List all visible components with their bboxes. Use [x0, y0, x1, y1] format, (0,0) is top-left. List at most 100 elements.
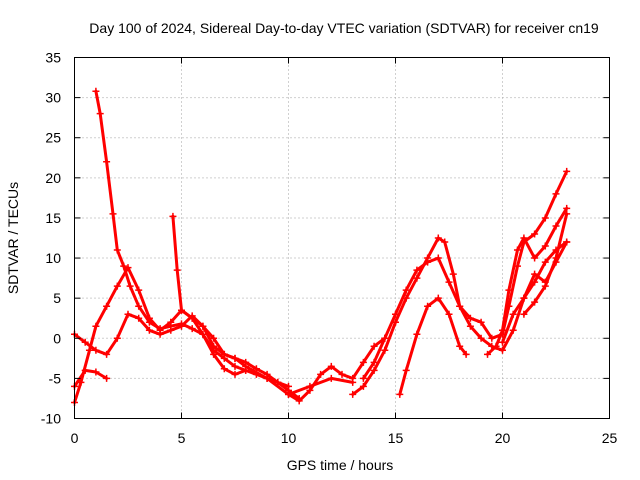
data-point	[96, 110, 104, 118]
data-point	[552, 190, 560, 198]
data-point	[541, 282, 549, 290]
data-point	[85, 346, 93, 354]
series-trace	[287, 336, 387, 403]
data-point	[396, 390, 404, 398]
axis-ticks	[74, 57, 610, 419]
data-point	[103, 158, 111, 166]
data-point	[338, 370, 346, 378]
data-point	[349, 390, 357, 398]
y-tick-label: 30	[45, 90, 61, 106]
data-point	[145, 326, 153, 334]
data-point	[349, 374, 357, 382]
data-point	[456, 302, 464, 310]
data-point	[488, 334, 496, 342]
series-track-12	[520, 210, 571, 318]
data-point	[449, 270, 457, 278]
data-point	[520, 234, 528, 242]
y-tick-label: -10	[41, 411, 61, 427]
data-point	[92, 87, 100, 95]
data-point	[413, 330, 421, 338]
data-point	[124, 310, 132, 318]
x-axis-label: GPS time / hours	[287, 457, 394, 473]
data-point	[113, 246, 121, 254]
data-point	[434, 254, 442, 262]
data-point	[220, 350, 228, 358]
series-track-10	[484, 204, 571, 358]
data-point	[169, 212, 177, 220]
data-point	[359, 374, 367, 382]
data-point	[145, 314, 153, 322]
data-point	[520, 310, 528, 318]
data-point	[113, 282, 121, 290]
series-trace	[73, 312, 355, 396]
data-point	[285, 382, 292, 390]
data-point	[231, 370, 239, 378]
data-point	[188, 325, 196, 333]
data-point	[103, 302, 111, 310]
data-point	[120, 262, 128, 270]
data-point	[492, 342, 500, 350]
data-point	[434, 234, 442, 242]
data-point	[513, 246, 521, 254]
x-tick-label: 10	[281, 430, 297, 446]
data-point	[424, 302, 432, 310]
data-point	[445, 278, 453, 286]
data-point	[178, 322, 185, 330]
series-trace	[94, 89, 301, 400]
data-point	[135, 286, 143, 294]
data-point	[541, 258, 549, 266]
data-point	[156, 330, 164, 338]
y-tick-label: 25	[45, 130, 61, 146]
grid	[74, 57, 610, 419]
data-point	[477, 334, 485, 342]
data-point	[92, 346, 100, 354]
series-trace	[361, 240, 569, 380]
data-point	[413, 266, 421, 274]
data-point	[466, 322, 474, 330]
series-trace	[486, 206, 569, 356]
series-trace	[398, 296, 468, 396]
data-point	[370, 342, 378, 350]
data-point	[92, 322, 100, 330]
x-tick-label: 25	[602, 430, 618, 446]
y-tick-label: 15	[45, 210, 61, 226]
data-point	[531, 230, 539, 238]
y-tick-label: 20	[45, 170, 61, 186]
data-point	[173, 266, 181, 274]
data-point	[167, 318, 175, 326]
data-point	[563, 238, 571, 246]
data-point	[285, 390, 292, 398]
y-tick-label: 0	[53, 330, 61, 346]
data-point	[359, 382, 367, 390]
chart-title: Day 100 of 2024, Sidereal Day-to-day VTE…	[89, 20, 599, 36]
data-point	[477, 318, 485, 326]
data-point	[563, 167, 571, 175]
data-point	[462, 350, 470, 358]
x-tick-labels: 0 5 10 15 20 25	[71, 430, 618, 446]
data-point	[499, 338, 506, 346]
data-point	[499, 346, 506, 354]
series-track-9	[359, 238, 571, 382]
y-tick-label: 35	[45, 50, 61, 66]
data-point	[92, 368, 100, 376]
data-point	[445, 310, 453, 318]
data-point	[109, 210, 117, 218]
data-point	[563, 210, 571, 218]
x-tick-label: 0	[71, 430, 79, 446]
data-point	[552, 222, 560, 230]
plot-frame	[74, 57, 610, 419]
data-point	[509, 326, 517, 334]
data-point	[505, 286, 513, 294]
data-point	[456, 342, 464, 350]
series-track-8	[396, 294, 470, 398]
data-point	[466, 314, 474, 322]
data-point	[210, 350, 218, 358]
data-point	[541, 214, 549, 222]
data-point	[413, 274, 421, 282]
data-point	[520, 294, 528, 302]
data-point	[327, 362, 335, 370]
data-point	[263, 374, 271, 382]
data-point	[381, 334, 389, 342]
data-point	[126, 282, 134, 290]
data-point	[541, 242, 549, 250]
